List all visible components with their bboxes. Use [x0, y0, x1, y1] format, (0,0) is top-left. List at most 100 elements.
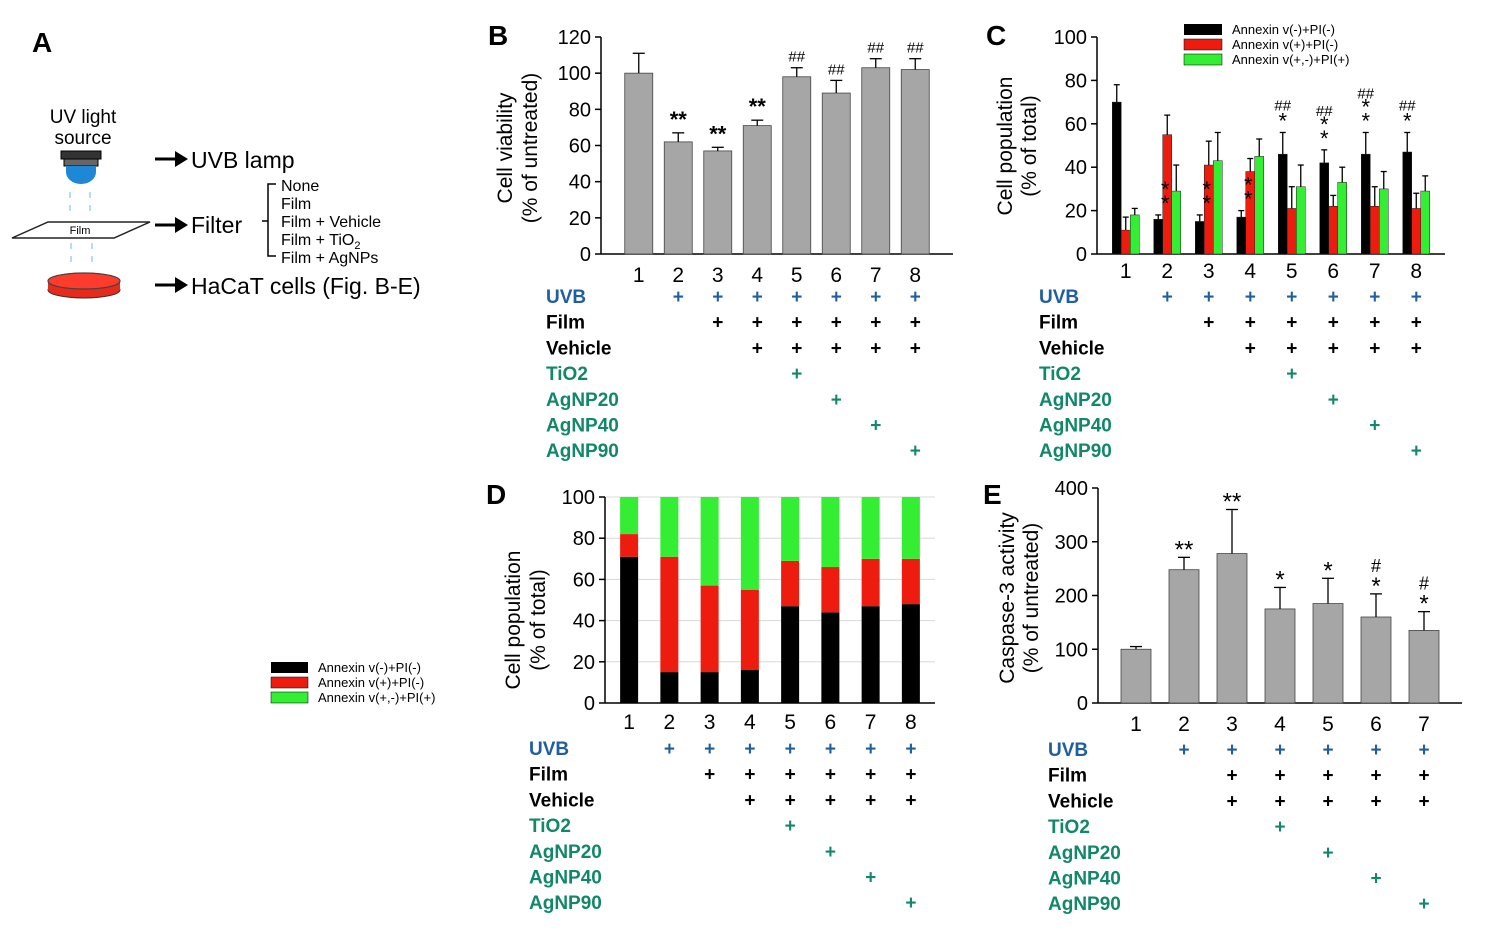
- panel-c-bar-black: [1236, 216, 1246, 255]
- panel-c-ylabel-line2: (% of total): [1018, 95, 1041, 197]
- panel-b-condition-label: AgNP40: [546, 416, 619, 437]
- panel-d-stack-segment-red: [740, 589, 759, 671]
- panel-d-stack-segment-red: [781, 560, 800, 607]
- panel-b-x-tick-label: 5: [791, 264, 803, 287]
- panel-d-stack-segment-green: [901, 497, 920, 559]
- arrow-icon: [155, 217, 188, 233]
- panel-c-letter: C: [986, 20, 1006, 51]
- panel-c-ylabel-line1: Cell population: [994, 77, 1017, 216]
- panel-d-stack-segment-green: [740, 497, 759, 590]
- panel-e-significance: **: [1223, 489, 1242, 516]
- panel-c-condition-label: UVB: [1039, 287, 1079, 308]
- panel-b-plus-sign: +: [831, 338, 842, 359]
- panel-c-significance: *: [1403, 108, 1412, 133]
- panel-e-plus-sign: +: [1370, 766, 1381, 787]
- panel-d-plus-sign: +: [905, 893, 916, 914]
- panel-e-x-tick-label: 2: [1178, 713, 1190, 736]
- panel-c-bar-black: [1153, 219, 1163, 255]
- panel-b-significance: **: [670, 107, 688, 132]
- film-sheet-icon: Film: [11, 221, 151, 239]
- panel-c-x-tick-label: 3: [1203, 260, 1215, 283]
- panel-c-condition-label: Vehicle: [1039, 338, 1105, 359]
- panel-d-condition-label: Film: [529, 765, 568, 786]
- uv-lamp-icon: [60, 150, 102, 184]
- panel-e-condition-table: UVB + + + + + + Film + + + + + Vehicle + + + + + TiO2 + AgNP2…: [1048, 740, 1430, 915]
- panel-c-plus-sign: +: [1162, 287, 1173, 308]
- panel-d-stack-segment-green: [620, 497, 639, 535]
- panel-c-plus-sign: +: [1245, 313, 1256, 334]
- panel-d-plus-sign: +: [664, 739, 675, 760]
- panel-b-bar: [861, 67, 891, 255]
- panel-e-condition-label: Film: [1048, 766, 1087, 787]
- panel-b-plus-sign: +: [831, 287, 842, 308]
- panel-d-stack-segment-red: [620, 534, 639, 557]
- panel-c-bar-black: [1195, 221, 1205, 255]
- film-sheet-label: Film: [70, 225, 91, 237]
- panel-e-plus-sign: +: [1274, 817, 1285, 838]
- panel-c-plus-sign: +: [1411, 441, 1422, 462]
- panel-b-plus-sign: +: [791, 364, 802, 385]
- panel-e-significance-hash: #: [1371, 556, 1381, 576]
- panel-d-y-tick-label: 20: [573, 652, 595, 674]
- filter-bracket: [262, 183, 276, 257]
- panel-b-plus-sign: +: [791, 287, 802, 308]
- panel-e-significance: *: [1419, 591, 1428, 618]
- panel-e-significance-hash: #: [1419, 574, 1429, 594]
- panel-c-significance: *: [1361, 94, 1370, 119]
- panel-d-stack-segment-red: [700, 585, 719, 673]
- panel-e-plus-sign: +: [1226, 740, 1237, 761]
- panel-e-plus-sign: +: [1226, 791, 1237, 812]
- panel-d-plus-sign: +: [744, 790, 755, 811]
- panel-d-condition-label: TiO2: [529, 816, 571, 837]
- panel-c-y-tick-label: 20: [1065, 201, 1087, 223]
- panel-b-bar: [663, 141, 693, 255]
- panel-c-condition-label: AgNP40: [1039, 416, 1112, 437]
- panel-e-bar: [1312, 603, 1344, 704]
- panel-e-bar: [1216, 553, 1248, 704]
- panel-b-significance: ##: [788, 49, 805, 66]
- panel-c-y-tick-label: 60: [1065, 114, 1087, 136]
- panel-e-plus-sign: +: [1418, 740, 1429, 761]
- panel-d-y-tick-label: 0: [584, 693, 595, 715]
- panel-c-significance: *: [1244, 173, 1253, 198]
- panel-b-x-tick-label: 1: [633, 264, 645, 287]
- legend-entry: Annexin v(+)+PI(-): [1232, 37, 1338, 52]
- panel-e-plus-sign: +: [1322, 740, 1333, 761]
- panel-d-stack-segment-green: [821, 497, 840, 568]
- panel-e-bar: [1360, 616, 1392, 704]
- panel-b-plus-sign: +: [712, 287, 723, 308]
- panel-e-significance: *: [1275, 566, 1284, 593]
- panel-d-plus-sign: +: [744, 765, 755, 786]
- panel-b-y-tick-label: 100: [558, 63, 591, 85]
- panel-b-significance: **: [709, 121, 727, 146]
- panel-e-ylabel-line2: (% of untreated): [1020, 523, 1043, 674]
- panel-d-plus-sign: +: [744, 739, 755, 760]
- panel-d-ylabel-line1: Cell population: [502, 551, 525, 690]
- panel-d-stack-segment-red: [660, 556, 679, 673]
- panel-c-bar-black: [1319, 162, 1329, 255]
- panel-d-plus-sign: +: [785, 816, 796, 837]
- panel-c-significance: *: [1361, 108, 1370, 133]
- panel-b-x-tick-label: 8: [909, 264, 921, 287]
- arrow-icon: [155, 151, 188, 167]
- panel-d-x-tick-label: 7: [865, 711, 877, 734]
- panel-c-y-tick-label: 40: [1065, 157, 1087, 179]
- panel-d-plus-sign: +: [905, 739, 916, 760]
- panel-b-condition-label: TiO2: [546, 364, 588, 385]
- panel-c-bar-red: [1411, 208, 1421, 255]
- panel-d-plus-sign: +: [825, 765, 836, 786]
- panel-e-plus-sign: +: [1322, 791, 1333, 812]
- panel-c-plus-sign: +: [1328, 338, 1339, 359]
- panel-d-stack-segment-black: [901, 604, 920, 703]
- panel-d-plus-sign: +: [785, 790, 796, 811]
- panel-e-condition-label: AgNP20: [1048, 843, 1121, 864]
- panel-b-condition-label: AgNP20: [546, 390, 619, 411]
- panel-b-significance: ##: [828, 61, 845, 78]
- panel-b-condition-label: AgNP90: [546, 441, 619, 462]
- panel-c-plus-sign: +: [1286, 338, 1297, 359]
- uv-source-label-line2: source: [54, 128, 111, 149]
- panel-d-stack-segment-black: [781, 606, 800, 703]
- panel-b-y-tick-label: 20: [569, 208, 591, 230]
- panel-e-significance: *: [1323, 557, 1332, 584]
- panel-c-bar-black: [1112, 101, 1122, 255]
